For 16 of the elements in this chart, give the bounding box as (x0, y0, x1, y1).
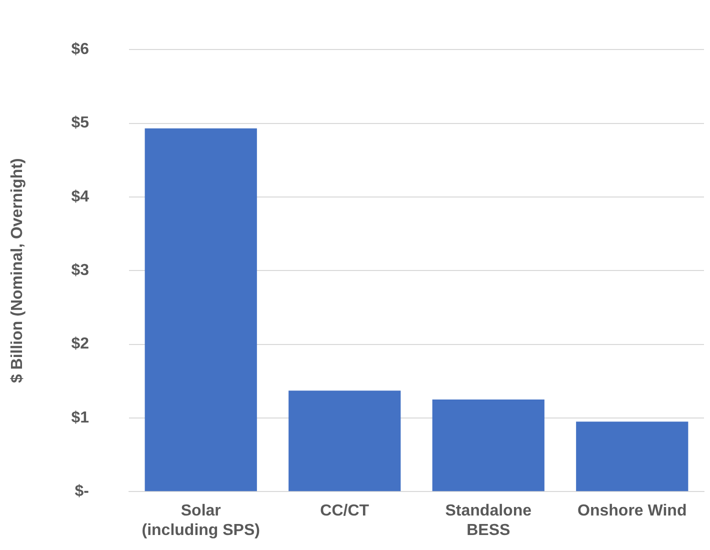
bar (288, 390, 401, 492)
x-tick-label: Onshore Wind (578, 502, 687, 520)
x-tick-label: Solar (including SPS) (142, 502, 260, 539)
y-axis-title: $ Billion (Nominal, Overnight) (9, 158, 26, 384)
y-tick-label: $2 (71, 336, 90, 353)
y-tick-label: $5 (71, 114, 90, 132)
x-tick-label: CC/CT (320, 502, 370, 520)
bar (144, 128, 257, 492)
y-tick-label: $1 (71, 409, 90, 426)
x-tick-label: Standalone BESS (445, 502, 532, 539)
y-tick-label: $6 (71, 41, 90, 58)
y-tick-label: $4 (71, 188, 90, 206)
bar (576, 422, 688, 492)
bar (432, 400, 544, 492)
y-tick-label: $3 (71, 262, 90, 280)
y-tick-label: $- (74, 483, 89, 500)
